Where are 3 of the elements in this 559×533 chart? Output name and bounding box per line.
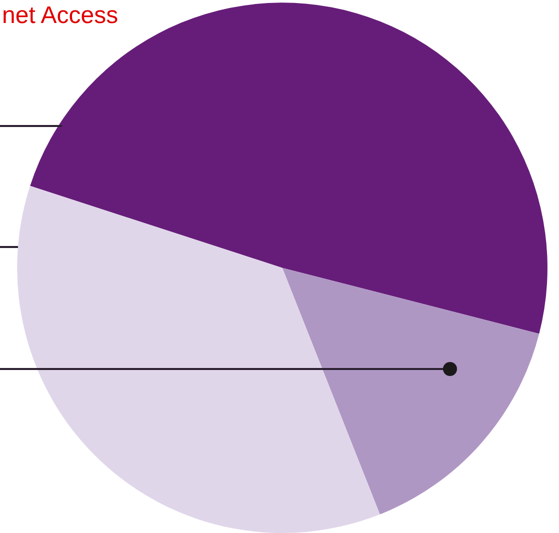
pie-slice xyxy=(18,186,380,533)
pie-slice xyxy=(282,268,540,514)
chart-title: net Access xyxy=(2,2,118,29)
